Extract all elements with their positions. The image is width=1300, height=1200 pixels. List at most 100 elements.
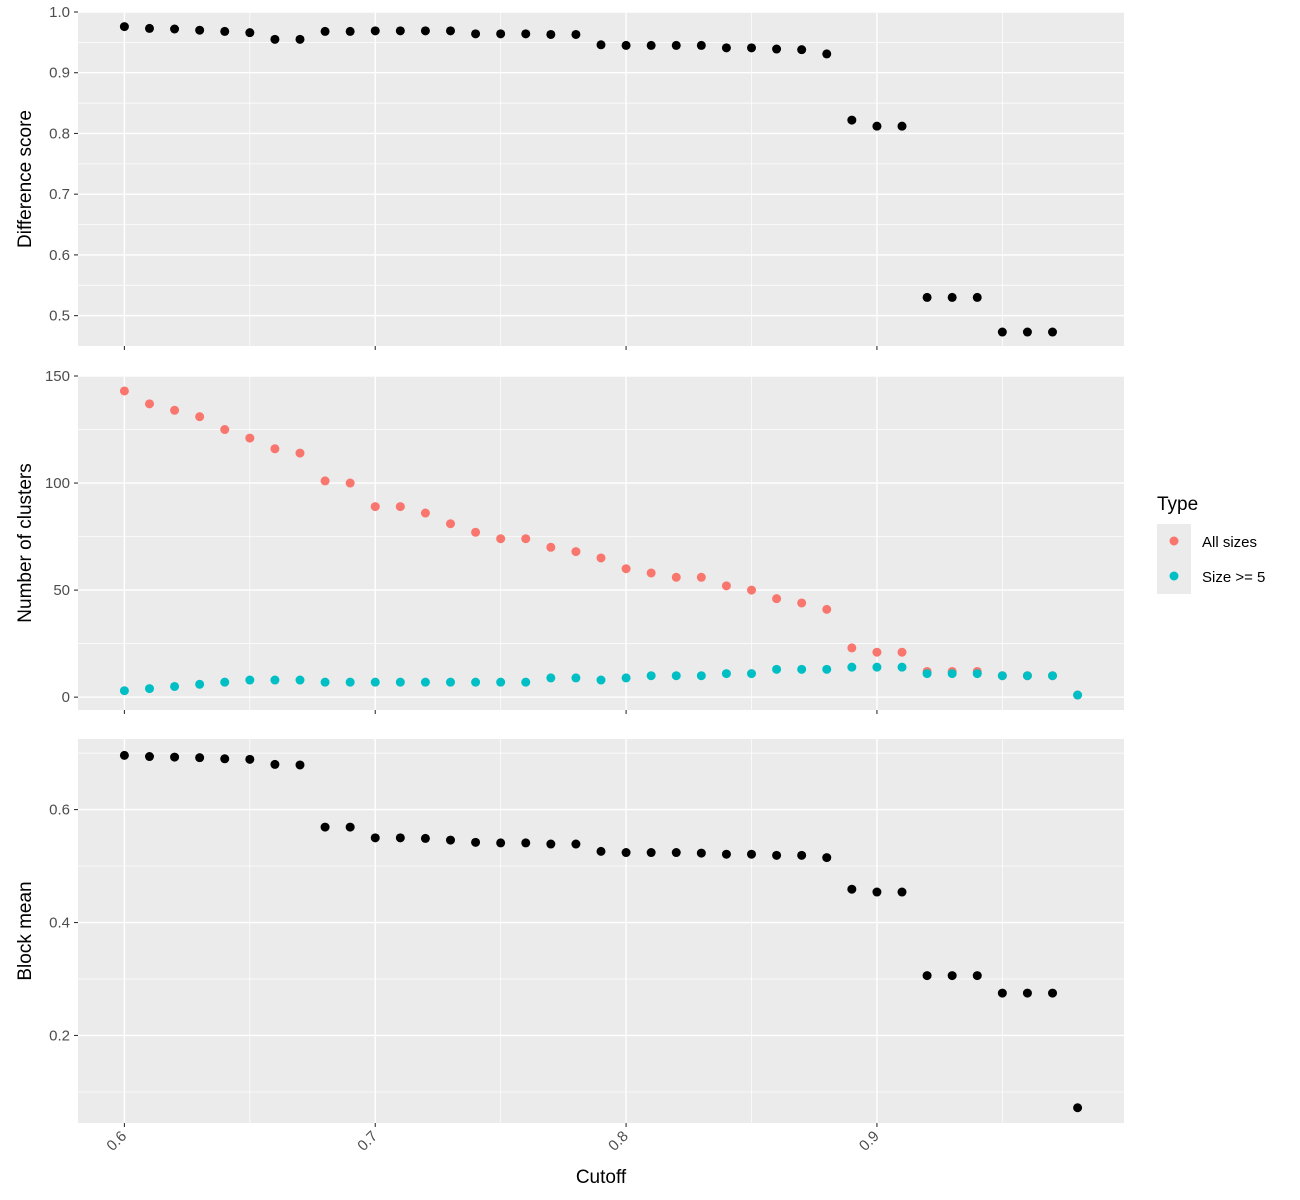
data-point <box>195 753 205 763</box>
data-point <box>646 40 656 50</box>
data-point <box>370 502 380 512</box>
legend-key-size-ge-5 <box>1169 571 1179 581</box>
y-axis-title: Block mean <box>15 881 36 980</box>
panel-background <box>78 739 1124 1123</box>
data-point <box>295 34 305 44</box>
data-point <box>997 327 1007 337</box>
data-point <box>947 292 957 302</box>
data-point <box>772 664 782 674</box>
y-tick-label: 0.7 <box>49 186 70 203</box>
data-point <box>245 28 255 38</box>
y-axis-title: Difference score <box>15 110 36 248</box>
data-point <box>119 386 129 396</box>
series-points <box>119 750 1083 1113</box>
data-point <box>646 671 656 681</box>
data-point <box>721 581 731 591</box>
data-point <box>1048 327 1058 337</box>
data-point <box>496 29 506 39</box>
data-point <box>1073 1103 1083 1113</box>
data-point <box>471 29 481 39</box>
data-point <box>571 839 581 849</box>
data-point <box>847 884 857 894</box>
panel-3: 0.2 0.4 0.6 Block mean <box>15 739 1124 1127</box>
data-point <box>747 43 757 53</box>
data-point <box>822 604 832 614</box>
y-tick-label: 0.5 <box>49 308 70 325</box>
data-point <box>997 988 1007 998</box>
data-point <box>195 25 205 35</box>
y-tick-label: 0.4 <box>49 915 70 932</box>
data-point <box>897 662 907 672</box>
data-point <box>521 838 531 848</box>
data-point <box>546 542 556 552</box>
chart-panels: 0.5 0.6 0.7 0.8 0.9 1.0 Difference score 0 50 100… <box>15 4 1124 1127</box>
y-tick-label: 100 <box>45 475 70 492</box>
data-point <box>671 572 681 582</box>
data-point <box>270 34 280 44</box>
data-point <box>696 40 706 50</box>
legend-key-background <box>1157 524 1191 594</box>
data-point <box>445 26 455 36</box>
data-point <box>144 752 154 762</box>
panel-1: 0.5 0.6 0.7 0.8 0.9 1.0 Difference score <box>15 4 1124 350</box>
data-point <box>220 677 230 687</box>
panel-2: 0 50 100 150 Number of clusters <box>15 368 1124 714</box>
data-point <box>345 26 355 36</box>
data-point <box>220 425 230 435</box>
data-point <box>972 971 982 981</box>
data-point <box>420 833 430 843</box>
data-point <box>295 760 305 770</box>
data-point <box>546 673 556 683</box>
data-point <box>822 49 832 59</box>
data-point <box>721 669 731 679</box>
data-point <box>646 568 656 578</box>
data-point <box>220 754 230 764</box>
data-point <box>521 534 531 544</box>
data-point <box>144 399 154 409</box>
data-point <box>496 534 506 544</box>
data-point <box>621 40 631 50</box>
y-tick-label: 1.0 <box>49 4 70 21</box>
data-point <box>420 26 430 36</box>
data-point <box>897 121 907 131</box>
data-point <box>822 853 832 863</box>
data-point <box>395 677 405 687</box>
data-point <box>144 23 154 33</box>
data-point <box>872 647 882 657</box>
data-point <box>596 40 606 50</box>
data-point <box>822 664 832 674</box>
data-point <box>445 677 455 687</box>
data-point <box>1048 988 1058 998</box>
data-point <box>772 594 782 604</box>
data-point <box>872 662 882 672</box>
data-point <box>370 833 380 843</box>
data-point <box>922 292 932 302</box>
data-point <box>170 405 180 415</box>
data-point <box>1048 671 1058 681</box>
data-point <box>947 971 957 981</box>
data-point <box>320 26 330 36</box>
data-point <box>696 671 706 681</box>
data-point <box>521 677 531 687</box>
data-point <box>395 502 405 512</box>
data-point <box>797 850 807 860</box>
data-point <box>144 684 154 694</box>
legend-key-all-sizes <box>1169 536 1179 546</box>
data-point <box>721 43 731 53</box>
data-point <box>696 572 706 582</box>
data-point <box>119 22 129 32</box>
y-tick-label: 50 <box>53 582 70 599</box>
x-tick-label: 0.9 <box>856 1128 883 1155</box>
y-tick-label: 0.9 <box>49 65 70 82</box>
y-axis-title: Number of clusters <box>15 463 36 622</box>
data-point <box>1022 988 1032 998</box>
y-tick-label: 150 <box>45 368 70 385</box>
data-point <box>1022 671 1032 681</box>
data-point <box>546 29 556 39</box>
data-point <box>997 671 1007 681</box>
data-point <box>972 292 982 302</box>
data-point <box>772 44 782 54</box>
x-axis-title: Cutoff <box>576 1167 627 1188</box>
data-point <box>270 675 280 685</box>
